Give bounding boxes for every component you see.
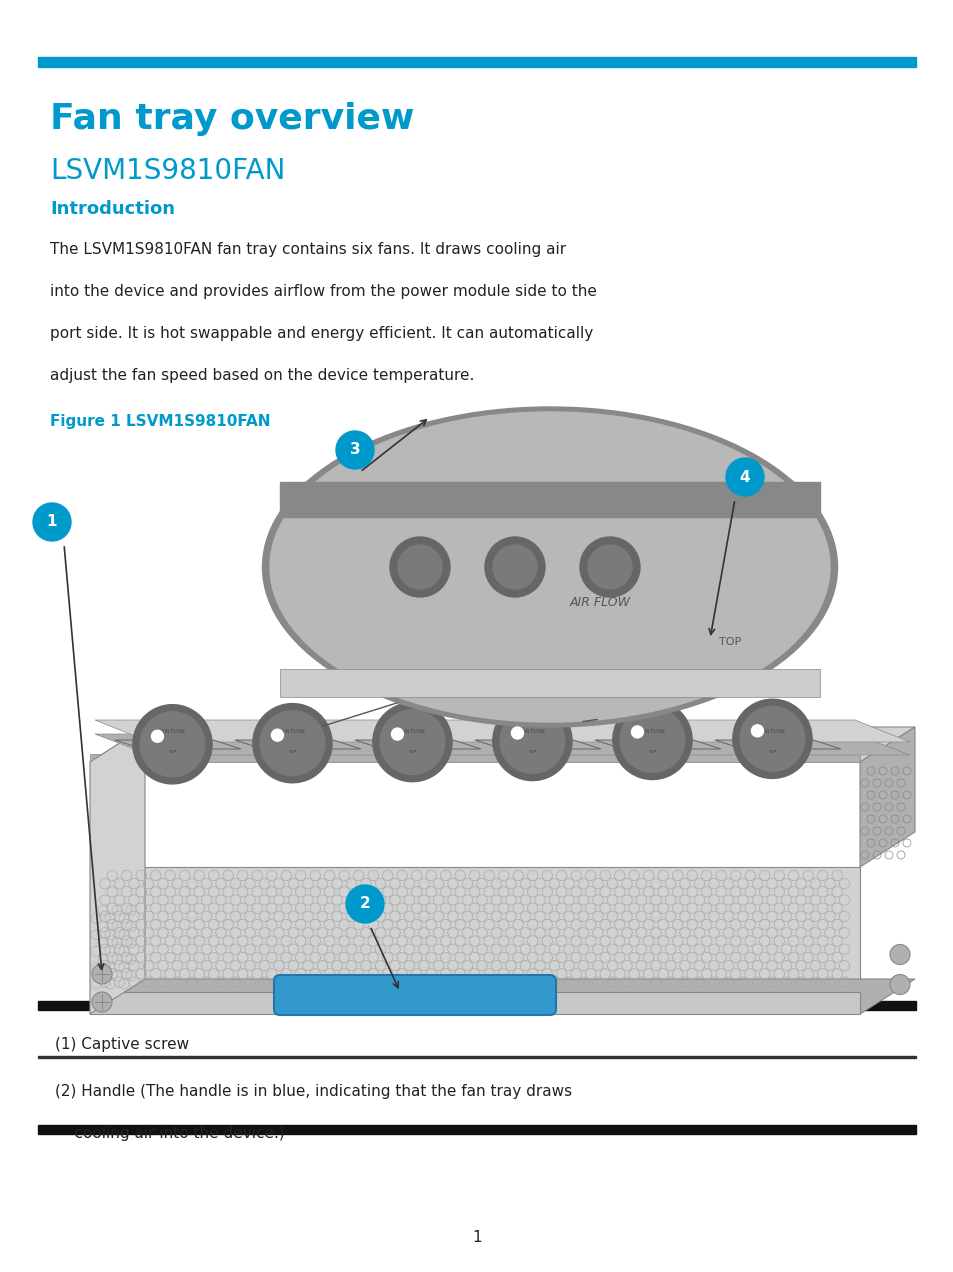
Circle shape	[379, 710, 444, 775]
Bar	[280, 482, 820, 516]
Text: TOP: TOP	[408, 750, 416, 754]
Polygon shape	[714, 740, 840, 749]
Text: AIR FLOW: AIR FLOW	[400, 729, 424, 734]
Circle shape	[335, 431, 374, 469]
Text: 2: 2	[359, 897, 370, 912]
Text: Figure 1 LSVM1S9810FAN: Figure 1 LSVM1S9810FAN	[50, 413, 271, 429]
Circle shape	[91, 964, 112, 985]
Text: into the device and provides airflow from the power module side to the: into the device and provides airflow fro…	[50, 284, 597, 299]
Text: adjust the fan speed based on the device temperature.: adjust the fan speed based on the device…	[50, 368, 474, 383]
Text: (2) Handle (The handle is in blue, indicating that the fan tray draws: (2) Handle (The handle is in blue, indic…	[55, 1084, 572, 1099]
Text: (1) Captive screw: (1) Captive screw	[55, 1037, 189, 1052]
Circle shape	[612, 701, 691, 780]
Text: TOP: TOP	[168, 750, 176, 754]
Circle shape	[579, 537, 639, 597]
Circle shape	[391, 728, 403, 740]
Circle shape	[390, 537, 450, 597]
Circle shape	[397, 544, 441, 589]
Polygon shape	[95, 720, 909, 742]
Circle shape	[132, 705, 212, 784]
Polygon shape	[595, 740, 720, 749]
Polygon shape	[90, 754, 859, 762]
Bar	[38, 1124, 915, 1135]
Circle shape	[272, 729, 283, 742]
Polygon shape	[90, 868, 859, 992]
Text: AIR FLOW: AIR FLOW	[760, 729, 783, 734]
Text: AIR FLOW: AIR FLOW	[520, 729, 544, 734]
Circle shape	[631, 726, 642, 738]
Circle shape	[889, 945, 909, 964]
Text: port side. It is hot swappable and energy efficient. It can automatically: port side. It is hot swappable and energ…	[50, 326, 593, 341]
Circle shape	[493, 701, 572, 781]
Polygon shape	[90, 728, 914, 762]
Circle shape	[140, 712, 205, 777]
Circle shape	[732, 700, 811, 778]
Circle shape	[493, 544, 537, 589]
Circle shape	[499, 709, 564, 773]
Circle shape	[751, 725, 762, 736]
Circle shape	[889, 974, 909, 995]
Text: LSVM1S9810FAN: LSVM1S9810FAN	[50, 156, 285, 184]
Text: TOP: TOP	[288, 750, 296, 754]
Polygon shape	[475, 740, 600, 749]
Text: cooling air into the device.): cooling air into the device.)	[55, 1126, 284, 1141]
Circle shape	[725, 458, 763, 496]
Circle shape	[346, 885, 384, 923]
Circle shape	[260, 711, 325, 776]
Circle shape	[33, 502, 71, 541]
Bar	[38, 57, 915, 67]
Text: AIR FLOW: AIR FLOW	[160, 729, 184, 734]
Bar	[38, 1001, 915, 1010]
Circle shape	[619, 707, 684, 772]
Polygon shape	[115, 740, 241, 749]
Circle shape	[740, 706, 804, 771]
Polygon shape	[859, 728, 914, 868]
Text: The LSVM1S9810FAN fan tray contains six fans. It draws cooling air: The LSVM1S9810FAN fan tray contains six …	[50, 242, 565, 257]
Polygon shape	[355, 740, 480, 749]
Circle shape	[511, 728, 523, 739]
Polygon shape	[95, 734, 909, 756]
Text: AIR FLOW: AIR FLOW	[280, 729, 304, 734]
Bar	[280, 669, 820, 697]
Text: 1: 1	[47, 514, 57, 529]
Text: Fan tray overview: Fan tray overview	[50, 102, 414, 136]
Text: TOP: TOP	[528, 750, 537, 754]
Polygon shape	[90, 992, 859, 1014]
Polygon shape	[90, 979, 914, 1014]
Text: AIR FLOW: AIR FLOW	[639, 729, 663, 734]
Circle shape	[253, 703, 332, 782]
Ellipse shape	[262, 407, 837, 728]
Text: AIR FLOW: AIR FLOW	[569, 595, 630, 608]
Text: TOP: TOP	[719, 637, 740, 647]
Circle shape	[91, 992, 112, 1013]
Circle shape	[587, 544, 631, 589]
Text: TOP: TOP	[647, 750, 656, 754]
Circle shape	[373, 702, 452, 782]
FancyBboxPatch shape	[274, 976, 556, 1015]
Text: Introduction: Introduction	[50, 200, 174, 218]
Polygon shape	[234, 740, 360, 749]
Text: TOP: TOP	[767, 750, 776, 754]
Text: 1: 1	[472, 1230, 481, 1244]
Polygon shape	[90, 728, 145, 1014]
Bar	[38, 1056, 915, 1058]
Text: 4: 4	[739, 469, 749, 485]
Ellipse shape	[270, 412, 829, 722]
Circle shape	[152, 730, 163, 743]
Circle shape	[484, 537, 544, 597]
Text: 3: 3	[350, 443, 360, 458]
